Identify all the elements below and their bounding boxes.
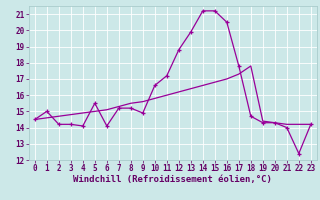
X-axis label: Windchill (Refroidissement éolien,°C): Windchill (Refroidissement éolien,°C) — [73, 175, 272, 184]
